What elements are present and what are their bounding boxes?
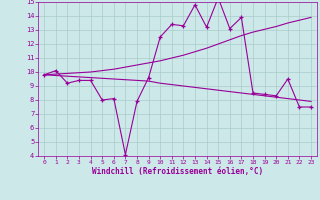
- X-axis label: Windchill (Refroidissement éolien,°C): Windchill (Refroidissement éolien,°C): [92, 167, 263, 176]
